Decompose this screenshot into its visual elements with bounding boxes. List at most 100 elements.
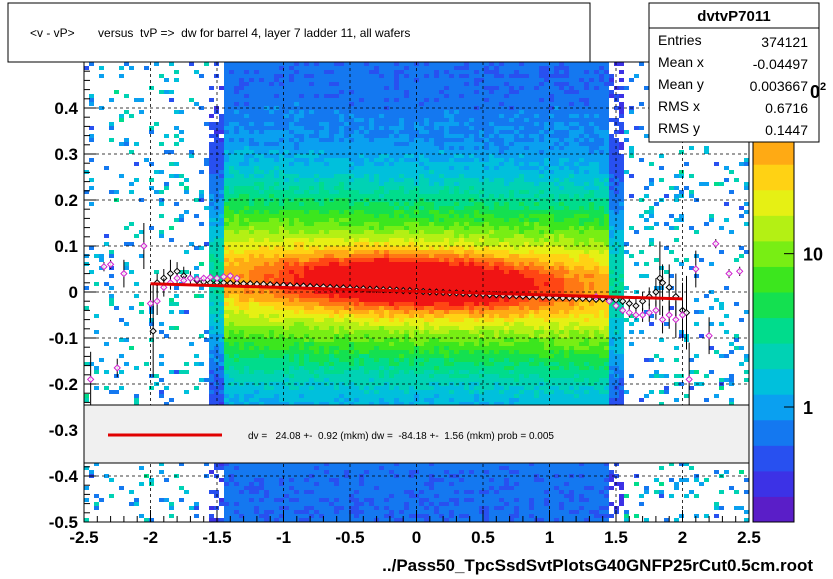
heatmap-cell [234,78,239,82]
heatmap-cell [249,174,254,178]
heatmap-cell [239,90,244,94]
heatmap-cell [279,210,284,214]
heatmap-cell [249,386,254,390]
heatmap-cell [209,310,214,314]
heatmap-cell [304,226,309,230]
heatmap-cell [369,310,374,314]
heatmap-cell [414,118,419,122]
heatmap-cell [384,70,389,74]
heatmap-cell [249,482,254,486]
heatmap-cell [289,194,294,198]
heatmap-cell [309,114,314,118]
heatmap-cell [109,126,114,130]
heatmap-cell [349,290,354,294]
heatmap-cell [299,154,304,158]
heatmap-cell [219,294,224,298]
heatmap-cell [294,178,299,182]
heatmap-cell [404,398,409,402]
heatmap-cell [259,462,264,466]
heatmap-cell [204,338,209,342]
heatmap-cell [389,210,394,214]
heatmap-cell [304,110,309,114]
heatmap-cell [264,298,269,302]
heatmap-cell [294,378,299,382]
heatmap-cell [304,402,309,406]
heatmap-cell [384,186,389,190]
heatmap-cell [169,302,174,306]
heatmap-cell [359,178,364,182]
heatmap-cell [329,102,334,106]
heatmap-cell [414,70,419,74]
heatmap-cell [264,482,269,486]
heatmap-cell [349,266,354,270]
heatmap-cell [244,110,249,114]
heatmap-cell [234,94,239,98]
heatmap-cell [249,150,254,154]
heatmap-cell [234,190,239,194]
heatmap-cell [384,510,389,514]
heatmap-cell [234,254,239,258]
heatmap-cell [394,78,399,82]
heatmap-cell [269,294,274,298]
heatmap-cell [89,470,94,474]
heatmap-cell [89,102,94,106]
heatmap-cell [339,102,344,106]
heatmap-cell [394,314,399,318]
heatmap-cell [239,394,244,398]
heatmap-cell [319,198,324,202]
heatmap-cell [234,402,239,406]
heatmap-cell [374,398,379,402]
heatmap-cell [249,354,254,358]
heatmap-cell [364,170,369,174]
heatmap-cell [384,502,389,506]
heatmap-cell [234,166,239,170]
heatmap-cell [234,146,239,150]
heatmap-cell [249,106,254,110]
heatmap-cell [374,126,379,130]
heatmap-cell [274,150,279,154]
heatmap-cell [389,194,394,198]
heatmap-cell [329,298,334,302]
heatmap-cell [399,338,404,342]
heatmap-cell [339,342,344,346]
heatmap-cell [329,66,334,70]
heatmap-cell [274,498,279,502]
heatmap-cell [399,334,404,338]
heatmap-cell [409,306,414,310]
heatmap-cell [404,102,409,106]
heatmap-cell [374,486,379,490]
heatmap-cell [319,358,324,362]
heatmap-cell [344,82,349,86]
heatmap-cell [239,234,244,238]
heatmap-cell [319,190,324,194]
heatmap-cell [244,98,249,102]
heatmap-cell [369,398,374,402]
heatmap-cell [329,270,334,274]
heatmap-cell [324,262,329,266]
heatmap-cell [219,170,224,174]
heatmap-cell [384,246,389,250]
heatmap-cell [284,98,289,102]
heatmap-cell [344,322,349,326]
heatmap-cell [314,174,319,178]
heatmap-cell [399,230,404,234]
heatmap-cell [224,466,229,470]
heatmap-cell [309,90,314,94]
heatmap-cell [264,146,269,150]
heatmap-cell [384,166,389,170]
heatmap-cell [374,198,379,202]
heatmap-cell [289,150,294,154]
heatmap-cell [309,390,314,394]
heatmap-cell [404,342,409,346]
heatmap-cell [339,490,344,494]
heatmap-cell [139,230,144,234]
heatmap-cell [294,146,299,150]
heatmap-cell [274,118,279,122]
heatmap-cell [279,98,284,102]
heatmap-cell [369,186,374,190]
heatmap-cell [269,258,274,262]
heatmap-cell [354,242,359,246]
heatmap-cell [264,90,269,94]
heatmap-cell [329,134,334,138]
heatmap-cell [399,366,404,370]
